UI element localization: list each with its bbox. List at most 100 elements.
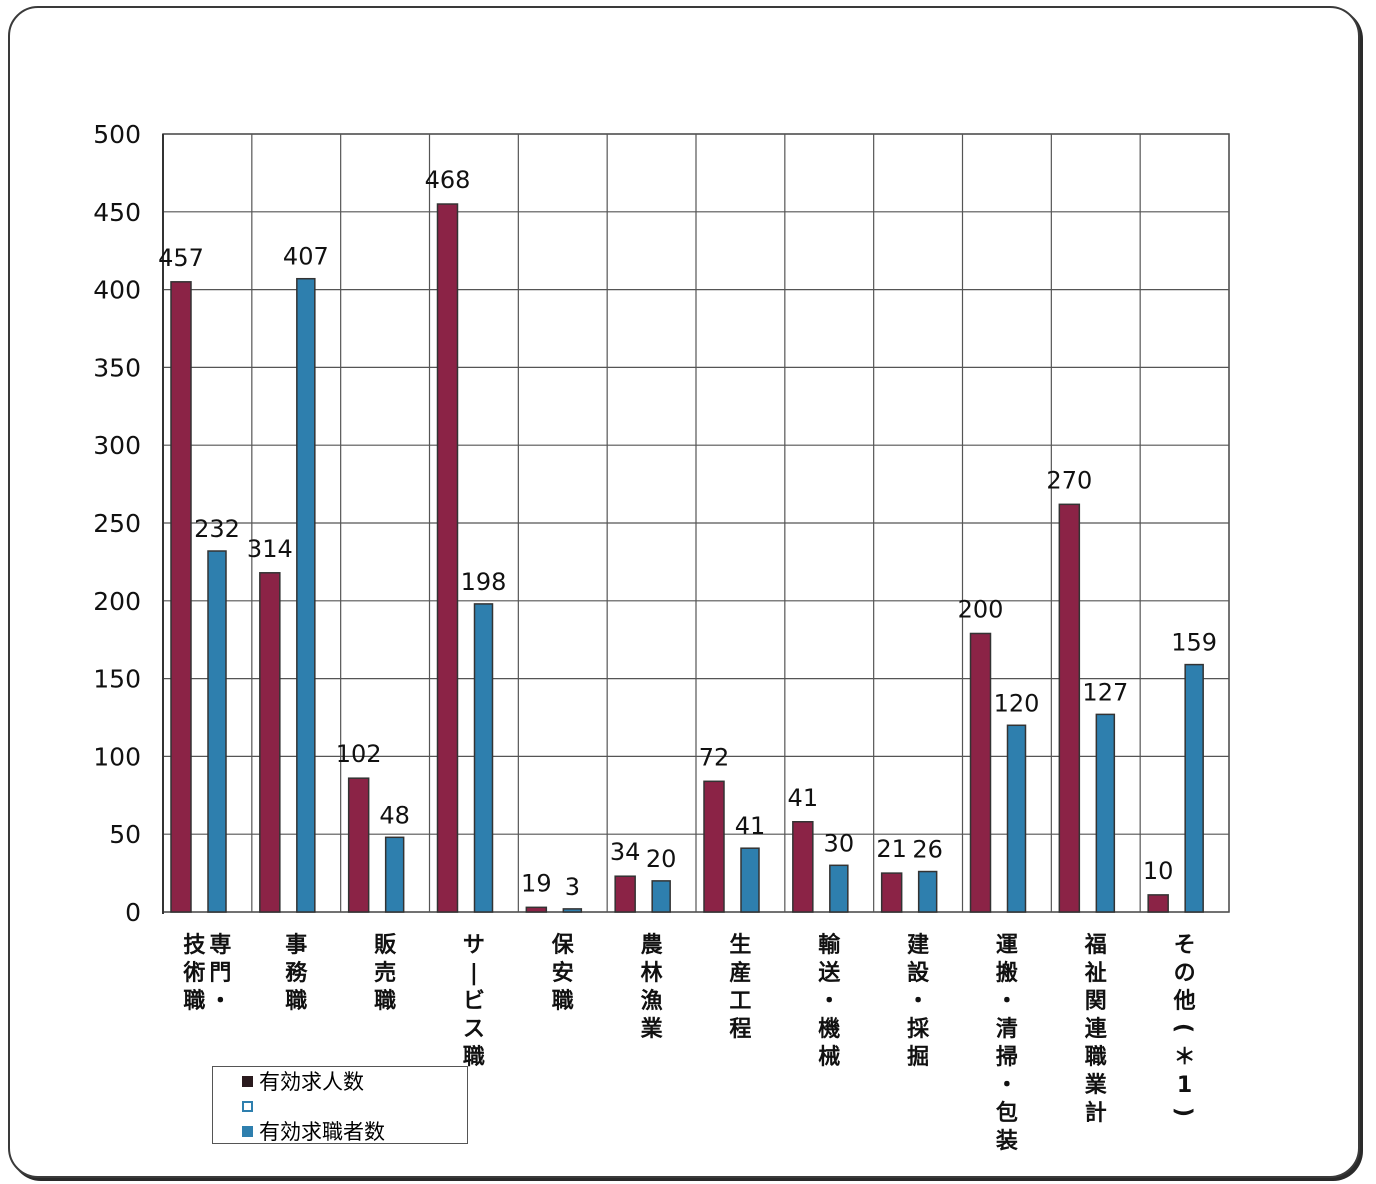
x-category-glyph: ＊ <box>1174 1045 1196 1070</box>
data-label: 26 <box>912 836 943 864</box>
x-category-glyph: 職 <box>1085 1044 1107 1070</box>
bar-job-seekers <box>917 870 938 913</box>
legend-item-job-openings: 有効求人数 <box>242 1069 467 1094</box>
x-category-glyph: 林 <box>641 961 663 986</box>
data-label: 3 <box>565 873 580 901</box>
x-category-glyph: ・ <box>818 989 840 1014</box>
x-category-glyph: の <box>1174 961 1196 986</box>
x-category-label: 事務職 <box>285 932 308 1014</box>
data-label: 48 <box>379 801 410 829</box>
x-category-glyph: 業 <box>641 1017 664 1042</box>
data-labels: 457 314 102 468 19 34 72 41 21 200 270 10 232 407 48 19… <box>158 166 1217 901</box>
x-category-label: 保安職 <box>551 933 575 1014</box>
x-category-glyph: 事 <box>285 932 307 958</box>
x-category-glyph: 売 <box>374 960 396 986</box>
x-category-glyph: 職 <box>183 988 205 1014</box>
bar-job-openings <box>703 780 725 913</box>
y-tick-label: 200 <box>93 587 141 616</box>
x-category-glyph: 職 <box>374 988 396 1014</box>
x-category-glyph: 業 <box>1085 1073 1108 1098</box>
x-category-glyph: 祉 <box>1085 961 1107 986</box>
data-label: 10 <box>1143 857 1174 885</box>
data-label: 102 <box>336 740 382 768</box>
x-category-glyph: 包 <box>996 1100 1018 1126</box>
x-category-glyph: 掃 <box>996 1044 1018 1070</box>
x-category-glyph: 農 <box>641 933 663 958</box>
bar-job-openings <box>259 572 281 913</box>
x-category-glyph: 計 <box>1085 1100 1107 1126</box>
legend-label-job-seekers: 有効求職者数 <box>259 1120 385 1144</box>
legend-swatch-empty <box>242 1101 253 1112</box>
y-tick-label: 250 <box>93 509 141 538</box>
x-category-glyph: 職 <box>552 988 574 1014</box>
x-category-label: 運搬・清掃・包装 <box>996 933 1018 1154</box>
x-category-glyph: 技 <box>183 933 206 958</box>
x-category-glyph: 運 <box>996 933 1018 958</box>
x-category-glyph: 械 <box>818 1045 840 1070</box>
x-axis-categories: 専門・技術職事務職販売職サ|ビス職保安職農林漁業生産工程輸送・機械建設・採掘運搬… <box>182 932 1195 1154</box>
x-category-glyph: 程 <box>729 1017 751 1042</box>
legend-item-job-seekers: 有効求職者数 <box>242 1119 467 1144</box>
y-tick-label: 150 <box>93 665 141 694</box>
y-axis: 0 50 100 150 200 250 300 350 400 450 500 <box>93 120 141 927</box>
x-category-glyph: 関 <box>1085 989 1107 1014</box>
data-label: 41 <box>735 812 766 840</box>
x-category-glyph: 職 <box>285 988 307 1014</box>
x-category-glyph: ビ <box>463 989 485 1014</box>
bar-job-seekers <box>384 836 405 913</box>
x-category-glyph: 機 <box>818 1017 840 1042</box>
x-category-glyph: 産 <box>729 960 751 986</box>
x-category-glyph: ・ <box>996 989 1018 1014</box>
x-category-glyph: 設 <box>907 960 930 986</box>
x-category-glyph: 採 <box>907 1017 930 1042</box>
data-label: 120 <box>994 689 1040 717</box>
bar-job-seekers <box>473 603 494 913</box>
bar-job-openings <box>880 872 903 913</box>
x-category-glyph: 保 <box>551 933 575 958</box>
legend-swatch-job-openings <box>242 1076 253 1087</box>
legend: 有効求人数 有効求職者数 <box>212 1066 468 1144</box>
y-tick-label: 0 <box>125 898 141 927</box>
data-label: 127 <box>1082 678 1128 706</box>
x-category-glyph: 掘 <box>907 1045 929 1070</box>
data-label: 198 <box>461 568 507 596</box>
bar-job-seekers <box>296 277 316 913</box>
bar-job-seekers <box>651 880 671 913</box>
x-category-glyph: | <box>470 961 478 986</box>
y-tick-label: 450 <box>93 198 141 227</box>
x-category-glyph: 生 <box>729 933 751 958</box>
x-category-glyph: 輸 <box>818 932 841 958</box>
x-category-glyph: 門 <box>209 961 231 986</box>
data-label: 407 <box>283 243 329 271</box>
data-label: 19 <box>521 869 552 897</box>
y-tick-label: 400 <box>93 276 141 305</box>
x-category-glyph: 福 <box>1084 933 1107 958</box>
x-category-glyph: 搬 <box>996 960 1018 986</box>
legend-swatch-job-seekers <box>242 1126 253 1137</box>
x-category-glyph: ・ <box>209 989 231 1014</box>
x-category-glyph: 職 <box>463 1044 485 1070</box>
x-category-glyph: ・ <box>996 1073 1018 1098</box>
bar-job-openings <box>1147 894 1169 913</box>
x-category-glyph: ( <box>1171 1023 1196 1033</box>
data-label: 20 <box>646 845 677 873</box>
x-category-glyph: ス <box>463 1017 485 1042</box>
x-category-glyph: 漁 <box>641 988 663 1014</box>
data-label: 270 <box>1046 466 1092 494</box>
x-category-glyph: ・ <box>907 989 929 1014</box>
y-tick-label: 100 <box>93 742 141 771</box>
data-label: 34 <box>610 838 641 866</box>
grid-lines <box>162 133 1230 914</box>
data-label: 200 <box>958 595 1004 623</box>
x-category-glyph: 連 <box>1085 1017 1108 1042</box>
data-label: 314 <box>247 535 293 563</box>
x-category-glyph: 販 <box>374 933 397 958</box>
x-category-glyph: 務 <box>285 960 308 986</box>
x-category-label: 建設・採掘 <box>907 933 930 1070</box>
x-category-glyph: 安 <box>552 960 574 986</box>
bar-job-openings <box>347 777 370 913</box>
data-label: 159 <box>1171 629 1217 657</box>
